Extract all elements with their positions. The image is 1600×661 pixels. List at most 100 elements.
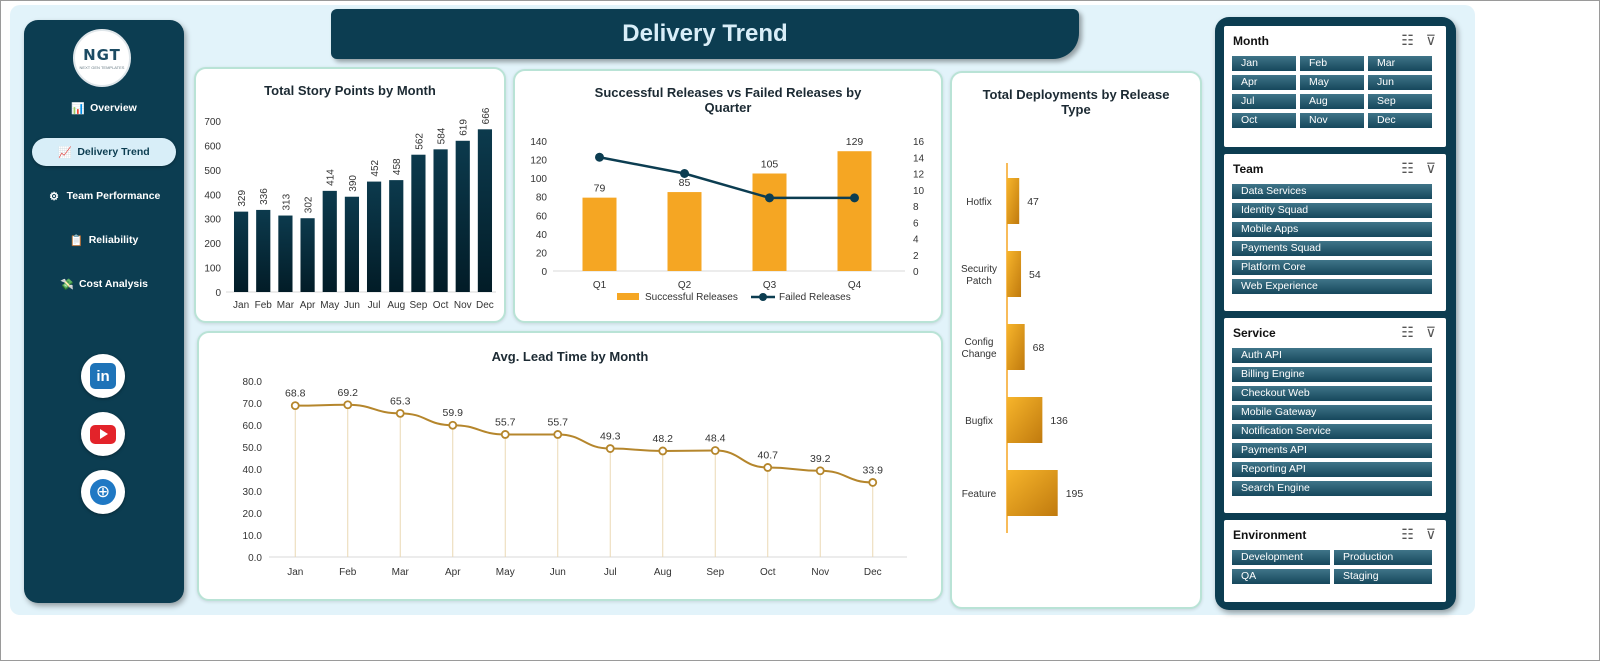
data-label: 313 <box>281 193 292 210</box>
money-icon: 💸 <box>59 278 74 291</box>
nav-team-performance[interactable]: ⚙ Team Performance <box>32 182 176 210</box>
slicer-item-billing-engine[interactable]: Billing Engine <box>1232 367 1432 382</box>
slicer-item-platform-core[interactable]: Platform Core <box>1232 260 1432 275</box>
y-tick-label: 0 <box>541 267 547 278</box>
x-tick-label: Aug <box>654 567 672 578</box>
failed-point <box>595 152 604 162</box>
nav-overview[interactable]: 📊 Overview <box>32 94 176 122</box>
slicer-item-apr[interactable]: Apr <box>1232 75 1296 90</box>
y-tick-label: 80.0 <box>243 377 263 388</box>
y2-tick-label: 16 <box>913 137 925 148</box>
multi-select-icon[interactable]: ☷ <box>1401 324 1414 340</box>
bar <box>455 140 470 292</box>
data-label: 329 <box>237 190 248 207</box>
slicer-item-payments-squad[interactable]: Payments Squad <box>1232 241 1432 256</box>
multi-select-icon[interactable]: ☷ <box>1401 160 1414 176</box>
bar <box>389 180 404 292</box>
clear-filter-icon[interactable]: ⊽ <box>1425 526 1436 542</box>
slicer-item-dec[interactable]: Dec <box>1368 113 1432 128</box>
x-tick-label: Mar <box>277 300 295 311</box>
lead-time-point <box>395 408 405 418</box>
data-label: 48.2 <box>653 433 674 445</box>
y-tick-label: 10.0 <box>243 531 263 542</box>
website-button[interactable]: ⊕ <box>81 470 125 514</box>
y2-tick-label: 6 <box>913 218 919 229</box>
data-label: 49.3 <box>600 431 621 443</box>
x-tick-label: Jan <box>287 567 303 578</box>
slicer-item-notification-service[interactable]: Notification Service <box>1232 424 1432 439</box>
chart-title: Successful Releases vs Failed Releases b… <box>594 85 862 115</box>
bar <box>233 211 249 292</box>
data-label: 68 <box>1033 342 1045 354</box>
x-tick-label: Apr <box>300 300 316 311</box>
category-label: Config Change <box>961 337 996 360</box>
clear-filter-icon[interactable]: ⊽ <box>1425 160 1436 176</box>
multi-select-icon[interactable]: ☷ <box>1401 526 1414 542</box>
slicer-item-reporting-api[interactable]: Reporting API <box>1232 462 1432 477</box>
x-tick-label: Sep <box>706 567 724 578</box>
nav-delivery-trend[interactable]: 📈 Delivery Trend <box>32 138 176 166</box>
x-tick-label: Jul <box>604 567 617 578</box>
slicer-item-may[interactable]: May <box>1300 75 1364 90</box>
nav-label: Delivery Trend <box>77 146 150 158</box>
slicer-item-sep[interactable]: Sep <box>1368 94 1432 109</box>
slicer-item-payments-api[interactable]: Payments API <box>1232 443 1432 458</box>
data-label: 68.8 <box>285 388 306 400</box>
slicer-item-staging[interactable]: Staging <box>1334 569 1432 584</box>
slicer-item-checkout-web[interactable]: Checkout Web <box>1232 386 1432 401</box>
slicer-item-data-services[interactable]: Data Services <box>1232 184 1432 199</box>
lead-time-card: Avg. Lead Time by Month 0.0 10.0 20.0 30.0 4… <box>197 331 943 601</box>
slicer-item-production[interactable]: Production <box>1334 550 1432 565</box>
slicer-item-jul[interactable]: Jul <box>1232 94 1296 109</box>
multi-select-icon[interactable]: ☷ <box>1401 32 1414 48</box>
data-label: 105 <box>761 159 779 171</box>
legend-swatch-successful <box>617 293 639 300</box>
category-label: Hotfix <box>966 197 992 208</box>
slicer-item-web-experience[interactable]: Web Experience <box>1232 279 1432 294</box>
x-tick-label: Jun <box>344 300 360 311</box>
x-tick-label: Dec <box>476 300 494 311</box>
slicer-item-aug[interactable]: Aug <box>1300 94 1364 109</box>
gear-icon: ⚙ <box>49 190 60 203</box>
slicer-title: Month <box>1233 34 1269 48</box>
slicer-item-auth-api[interactable]: Auth API <box>1232 348 1432 363</box>
nav-label: Cost Analysis <box>78 278 149 290</box>
y-tick-label: 60.0 <box>243 421 263 432</box>
slicer-item-jun[interactable]: Jun <box>1368 75 1432 90</box>
lead-time-point <box>658 446 668 456</box>
x-tick-label: Mar <box>392 567 410 578</box>
slicer-item-nov[interactable]: Nov <box>1300 113 1364 128</box>
slicer-item-feb[interactable]: Feb <box>1300 56 1364 71</box>
linkedin-button[interactable]: in <box>81 354 125 398</box>
y-tick-label: 100 <box>530 174 547 185</box>
clear-filter-icon[interactable]: ⊽ <box>1425 324 1436 340</box>
lead-time-point <box>553 430 563 439</box>
slicer-item-search-engine[interactable]: Search Engine <box>1232 481 1432 496</box>
slicer-item-identity-squad[interactable]: Identity Squad <box>1232 203 1432 218</box>
slicer-item-qa[interactable]: QA <box>1232 569 1330 584</box>
slicer-item-development[interactable]: Development <box>1232 550 1330 565</box>
slicer-item-oct[interactable]: Oct <box>1232 113 1296 128</box>
data-label: 302 <box>304 196 315 213</box>
bar <box>344 196 360 292</box>
youtube-button[interactable] <box>81 412 125 456</box>
slicer-item-mobile-gateway[interactable]: Mobile Gateway <box>1232 405 1432 420</box>
y-tick-label: 50.0 <box>243 443 263 454</box>
x-tick-label: Jul <box>368 300 381 311</box>
nav-cost-analysis[interactable]: 💸 Cost Analysis <box>32 270 176 298</box>
chart-title: Avg. Lead Time by Month <box>491 349 649 364</box>
data-label: 390 <box>348 175 359 192</box>
successful-bar <box>582 197 617 271</box>
y-tick-label: 140 <box>530 137 547 148</box>
failed-point <box>680 169 689 178</box>
y-tick-label: 500 <box>204 166 221 177</box>
slicer-item-jan[interactable]: Jan <box>1232 56 1296 71</box>
clear-filter-icon[interactable]: ⊽ <box>1425 32 1436 48</box>
data-label: 666 <box>481 107 492 124</box>
slicer-item-mobile-apps[interactable]: Mobile Apps <box>1232 222 1432 237</box>
slicer-item-mar[interactable]: Mar <box>1368 56 1432 71</box>
clipboard-icon: 📋 <box>69 234 84 247</box>
data-label: 54 <box>1029 269 1041 281</box>
nav-reliability[interactable]: 📋 Reliability <box>32 226 176 254</box>
data-label: 414 <box>326 169 337 186</box>
